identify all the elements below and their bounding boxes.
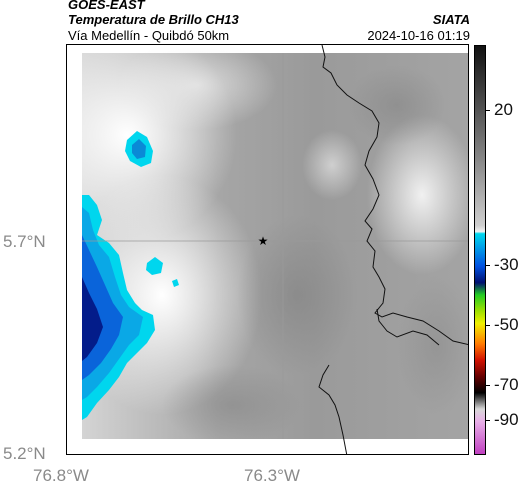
brightness-field bbox=[67, 45, 468, 454]
route-subtitle: Vía Medellín - Quibdó 50km bbox=[68, 28, 230, 43]
cold-cloud-shading bbox=[82, 131, 179, 420]
colorbar bbox=[474, 45, 486, 455]
lat-tick-5-7: 5.7°N bbox=[3, 232, 46, 251]
product-title: Temperatura de Brillo CH13 bbox=[68, 12, 239, 27]
datetime-label: 2024-10-16 01:19 bbox=[367, 28, 470, 43]
grid-lines bbox=[82, 53, 468, 439]
lat-tick-5-2: 5.2°N bbox=[3, 444, 46, 463]
colorbar-label-minus-50: -50 bbox=[494, 315, 519, 334]
colorbar-label-minus-30: -30 bbox=[494, 255, 519, 274]
colorbar-label-20: 20 bbox=[494, 100, 513, 119]
satellite-map[interactable]: ★ bbox=[66, 44, 469, 455]
lon-tick-76-3: 76.3°W bbox=[244, 466, 300, 485]
star-marker: ★ bbox=[258, 234, 269, 248]
agency-label: SIATA bbox=[432, 12, 470, 27]
map-canvas: ★ bbox=[67, 45, 468, 454]
colorbar-label-minus-90: -90 bbox=[494, 410, 519, 429]
colorbar-label-minus-70: -70 bbox=[494, 375, 519, 394]
lon-tick-76-8: 76.8°W bbox=[33, 466, 89, 485]
border-lines bbox=[318, 45, 468, 454]
satellite-title: GOES-EAST bbox=[68, 0, 145, 12]
